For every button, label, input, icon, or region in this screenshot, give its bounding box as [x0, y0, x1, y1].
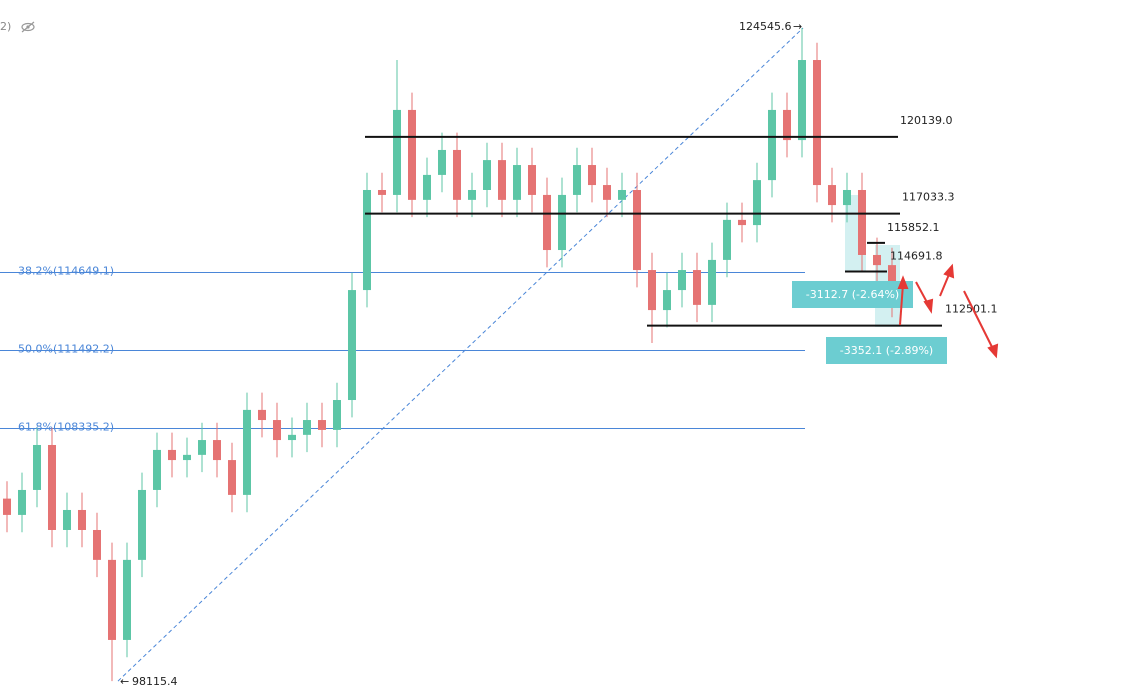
candle-body [123, 559, 131, 640]
candle-body [408, 109, 416, 200]
candle-body [678, 270, 686, 291]
candle-body [498, 160, 506, 200]
candle-body [3, 498, 11, 515]
header: 2) [0, 20, 11, 33]
candle-body [738, 219, 746, 226]
candle-body [93, 529, 101, 560]
arrow-glyph: ← [120, 675, 129, 688]
candle-body [228, 460, 236, 495]
candle-body [858, 189, 866, 255]
candle-body [273, 420, 281, 441]
candle-body [723, 219, 731, 260]
candle-body [168, 449, 176, 461]
candle-body [423, 174, 431, 200]
fib-label: 61.8%(108335.2) [18, 421, 114, 434]
candle-body [108, 559, 116, 640]
candle-body [48, 444, 56, 530]
candle-body [708, 259, 716, 305]
candle-body [663, 290, 671, 311]
candle-body [768, 109, 776, 181]
candle-body [63, 509, 71, 530]
trend-low-label: 98115.4 [132, 675, 178, 688]
drawings: 38.2%(114649.1) 50.0%(111492.2) 61.8%(1083… [0, 20, 998, 688]
level-label: 120139.0 [900, 114, 953, 127]
candle-body [453, 149, 461, 200]
candle-body [348, 290, 356, 401]
candle-body [648, 270, 656, 311]
candle-body [588, 165, 596, 186]
candle-body [813, 60, 821, 186]
trend-high-label: 124545.6 [739, 20, 792, 33]
candle-body [213, 440, 221, 461]
candle-body [33, 444, 41, 490]
candle-body [378, 189, 386, 195]
candle-body [333, 400, 341, 430]
candle-body [693, 270, 701, 305]
level-label: 115852.1 [887, 221, 940, 234]
candle-body [618, 189, 626, 200]
candle-body [843, 189, 851, 206]
level-label: 114691.8 [890, 249, 943, 262]
candle-body [198, 440, 206, 455]
measure-box [792, 281, 913, 308]
candle-body [18, 489, 26, 515]
candle-body [513, 165, 521, 200]
candle-body [438, 149, 446, 175]
candle-body [258, 409, 266, 421]
red-arrows [897, 263, 999, 359]
candle-body [573, 165, 581, 195]
candle-body [528, 165, 536, 195]
level-label: 117033.3 [902, 191, 955, 204]
candle-body [78, 509, 86, 530]
candle-body [753, 180, 761, 226]
candle-body [288, 434, 296, 441]
level-label: 112501.1 [945, 303, 998, 316]
measure-label: -3112.7 (-2.64%) [806, 288, 899, 301]
candle-body [873, 254, 881, 266]
candle-body [363, 189, 371, 291]
candle-body [603, 185, 611, 200]
candles [3, 28, 896, 682]
measure-label: -3352.1 (-2.89%) [840, 344, 933, 357]
fib-label: 38.2%(114649.1) [18, 265, 114, 278]
candle-body [393, 109, 401, 195]
candle-body [468, 189, 476, 200]
candle-body [633, 189, 641, 271]
candle-body [303, 420, 311, 435]
candle-body [243, 409, 251, 495]
candle-body [483, 160, 491, 190]
candle-body [543, 194, 551, 251]
arrow-glyph: → [793, 20, 802, 33]
candle-body [183, 454, 191, 461]
candle-body [318, 420, 326, 430]
fib-label: 50.0%(111492.2) [18, 343, 114, 356]
candle-body [153, 449, 161, 490]
candle-body [798, 60, 806, 141]
trend-line [117, 27, 804, 682]
candle-body [138, 489, 146, 560]
candle-body [558, 194, 566, 251]
measure-box [826, 337, 947, 364]
candle-body [828, 185, 836, 206]
eye-icon[interactable] [21, 21, 35, 33]
candle-body [783, 109, 791, 141]
